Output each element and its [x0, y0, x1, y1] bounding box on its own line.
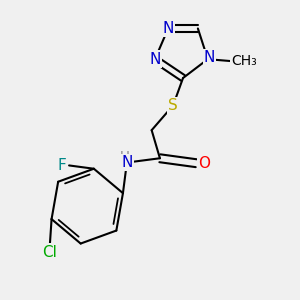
Text: N: N	[163, 21, 174, 36]
Text: O: O	[199, 156, 211, 171]
Text: F: F	[57, 158, 66, 173]
Text: N: N	[204, 50, 215, 65]
Text: S: S	[168, 98, 178, 113]
Text: N: N	[149, 52, 161, 67]
Text: CH₃: CH₃	[231, 55, 257, 68]
Text: N: N	[121, 155, 133, 170]
Text: H: H	[119, 150, 129, 163]
Text: Cl: Cl	[43, 245, 57, 260]
